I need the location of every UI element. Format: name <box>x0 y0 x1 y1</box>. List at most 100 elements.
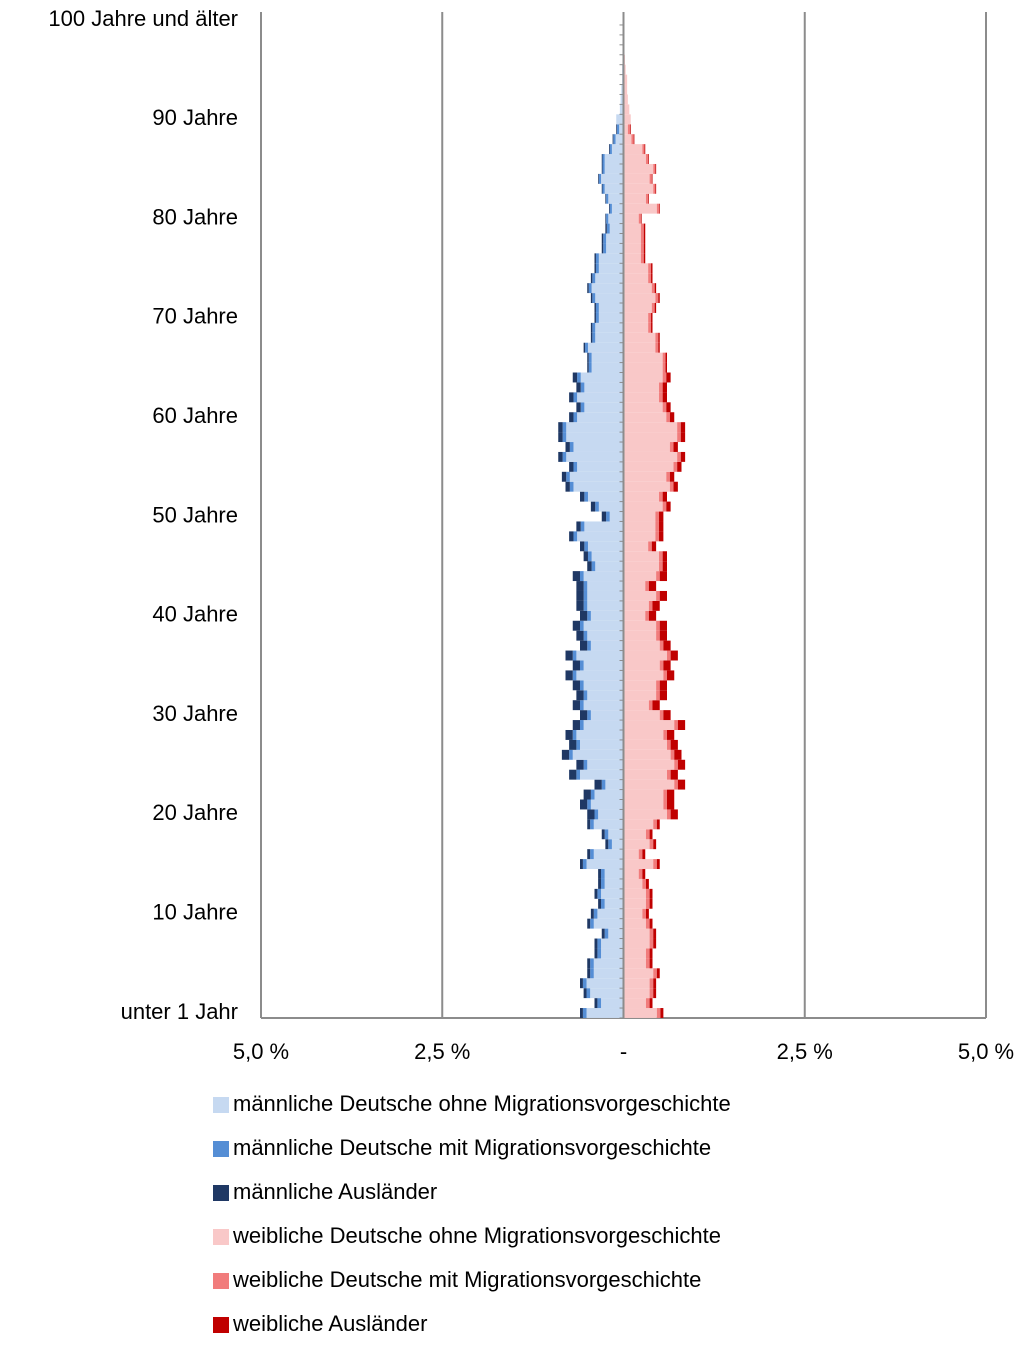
bar <box>587 610 591 621</box>
bar <box>572 372 578 383</box>
bar <box>656 630 660 641</box>
bar <box>587 630 624 641</box>
bar <box>569 739 577 750</box>
bar <box>580 680 584 691</box>
bar <box>658 293 660 304</box>
bar <box>601 183 603 194</box>
bar <box>652 600 660 611</box>
bar <box>677 432 681 443</box>
bar <box>609 203 610 214</box>
bar <box>580 739 624 750</box>
bar <box>623 372 663 383</box>
bar <box>649 938 654 949</box>
bar <box>601 511 607 522</box>
bar <box>659 392 663 403</box>
bar <box>573 481 624 492</box>
bar <box>653 859 657 870</box>
bar <box>580 571 584 582</box>
bar <box>583 988 587 999</box>
bar <box>623 163 654 174</box>
bar <box>623 332 656 343</box>
bar <box>583 720 624 730</box>
bar <box>623 829 646 840</box>
bar <box>651 322 653 333</box>
bar <box>623 312 649 323</box>
legend-label: männliche Ausländer <box>233 1179 437 1204</box>
bar <box>623 839 650 850</box>
bar <box>623 640 660 651</box>
bar <box>640 213 642 224</box>
bar <box>623 759 675 770</box>
bar <box>616 114 624 125</box>
bar <box>606 223 610 234</box>
bar <box>656 690 660 701</box>
bar <box>659 511 664 522</box>
bar <box>656 680 660 691</box>
bar <box>601 898 605 909</box>
bar <box>640 223 644 234</box>
bar <box>642 869 646 879</box>
bar <box>680 451 686 462</box>
bar <box>583 690 588 701</box>
bar <box>590 610 624 621</box>
bar <box>643 253 646 264</box>
bar <box>594 888 598 899</box>
bar <box>587 819 591 830</box>
bar <box>594 312 596 323</box>
x-tick-label: 5,0 % <box>233 1039 289 1064</box>
bar <box>613 134 616 145</box>
bar <box>594 263 596 274</box>
bar <box>572 571 580 582</box>
bar <box>653 968 657 979</box>
bar <box>623 451 678 462</box>
bar <box>640 253 644 264</box>
bar <box>649 928 654 939</box>
bar <box>583 680 624 691</box>
bar <box>576 630 584 641</box>
bar <box>611 839 624 850</box>
bar <box>601 948 624 959</box>
bar <box>604 154 624 164</box>
bar <box>623 849 639 860</box>
bar <box>592 273 596 284</box>
bar <box>576 769 580 780</box>
bar <box>590 273 593 284</box>
bar <box>667 670 675 681</box>
bar <box>584 491 588 502</box>
bar <box>598 869 602 879</box>
y-tick-label: 30 Jahre <box>152 701 238 726</box>
bar <box>623 382 660 393</box>
bar <box>606 511 610 522</box>
bar <box>605 779 624 790</box>
bar <box>593 819 624 830</box>
bar <box>593 908 598 919</box>
bar <box>666 471 670 482</box>
bar <box>659 710 664 721</box>
bar <box>623 779 675 790</box>
bar <box>580 978 583 989</box>
bar <box>649 978 654 989</box>
x-tick-label: 2,5 % <box>777 1039 833 1064</box>
bar <box>663 670 667 681</box>
bar <box>648 600 653 611</box>
bar <box>653 928 657 939</box>
bar <box>597 908 624 919</box>
bar <box>601 233 604 244</box>
bar <box>623 134 632 145</box>
bar <box>674 759 678 770</box>
bar <box>659 680 667 691</box>
bar <box>562 422 567 433</box>
bar <box>673 481 678 492</box>
bar <box>587 491 624 502</box>
y-tick-label: 70 Jahre <box>152 304 238 329</box>
bar <box>576 690 584 701</box>
bar <box>608 213 624 224</box>
bar <box>577 461 624 472</box>
bar <box>576 521 581 532</box>
bar <box>580 710 588 721</box>
bar <box>663 799 667 810</box>
bar <box>623 869 639 879</box>
bar <box>658 342 660 353</box>
bar <box>608 928 624 939</box>
bar <box>609 223 624 234</box>
